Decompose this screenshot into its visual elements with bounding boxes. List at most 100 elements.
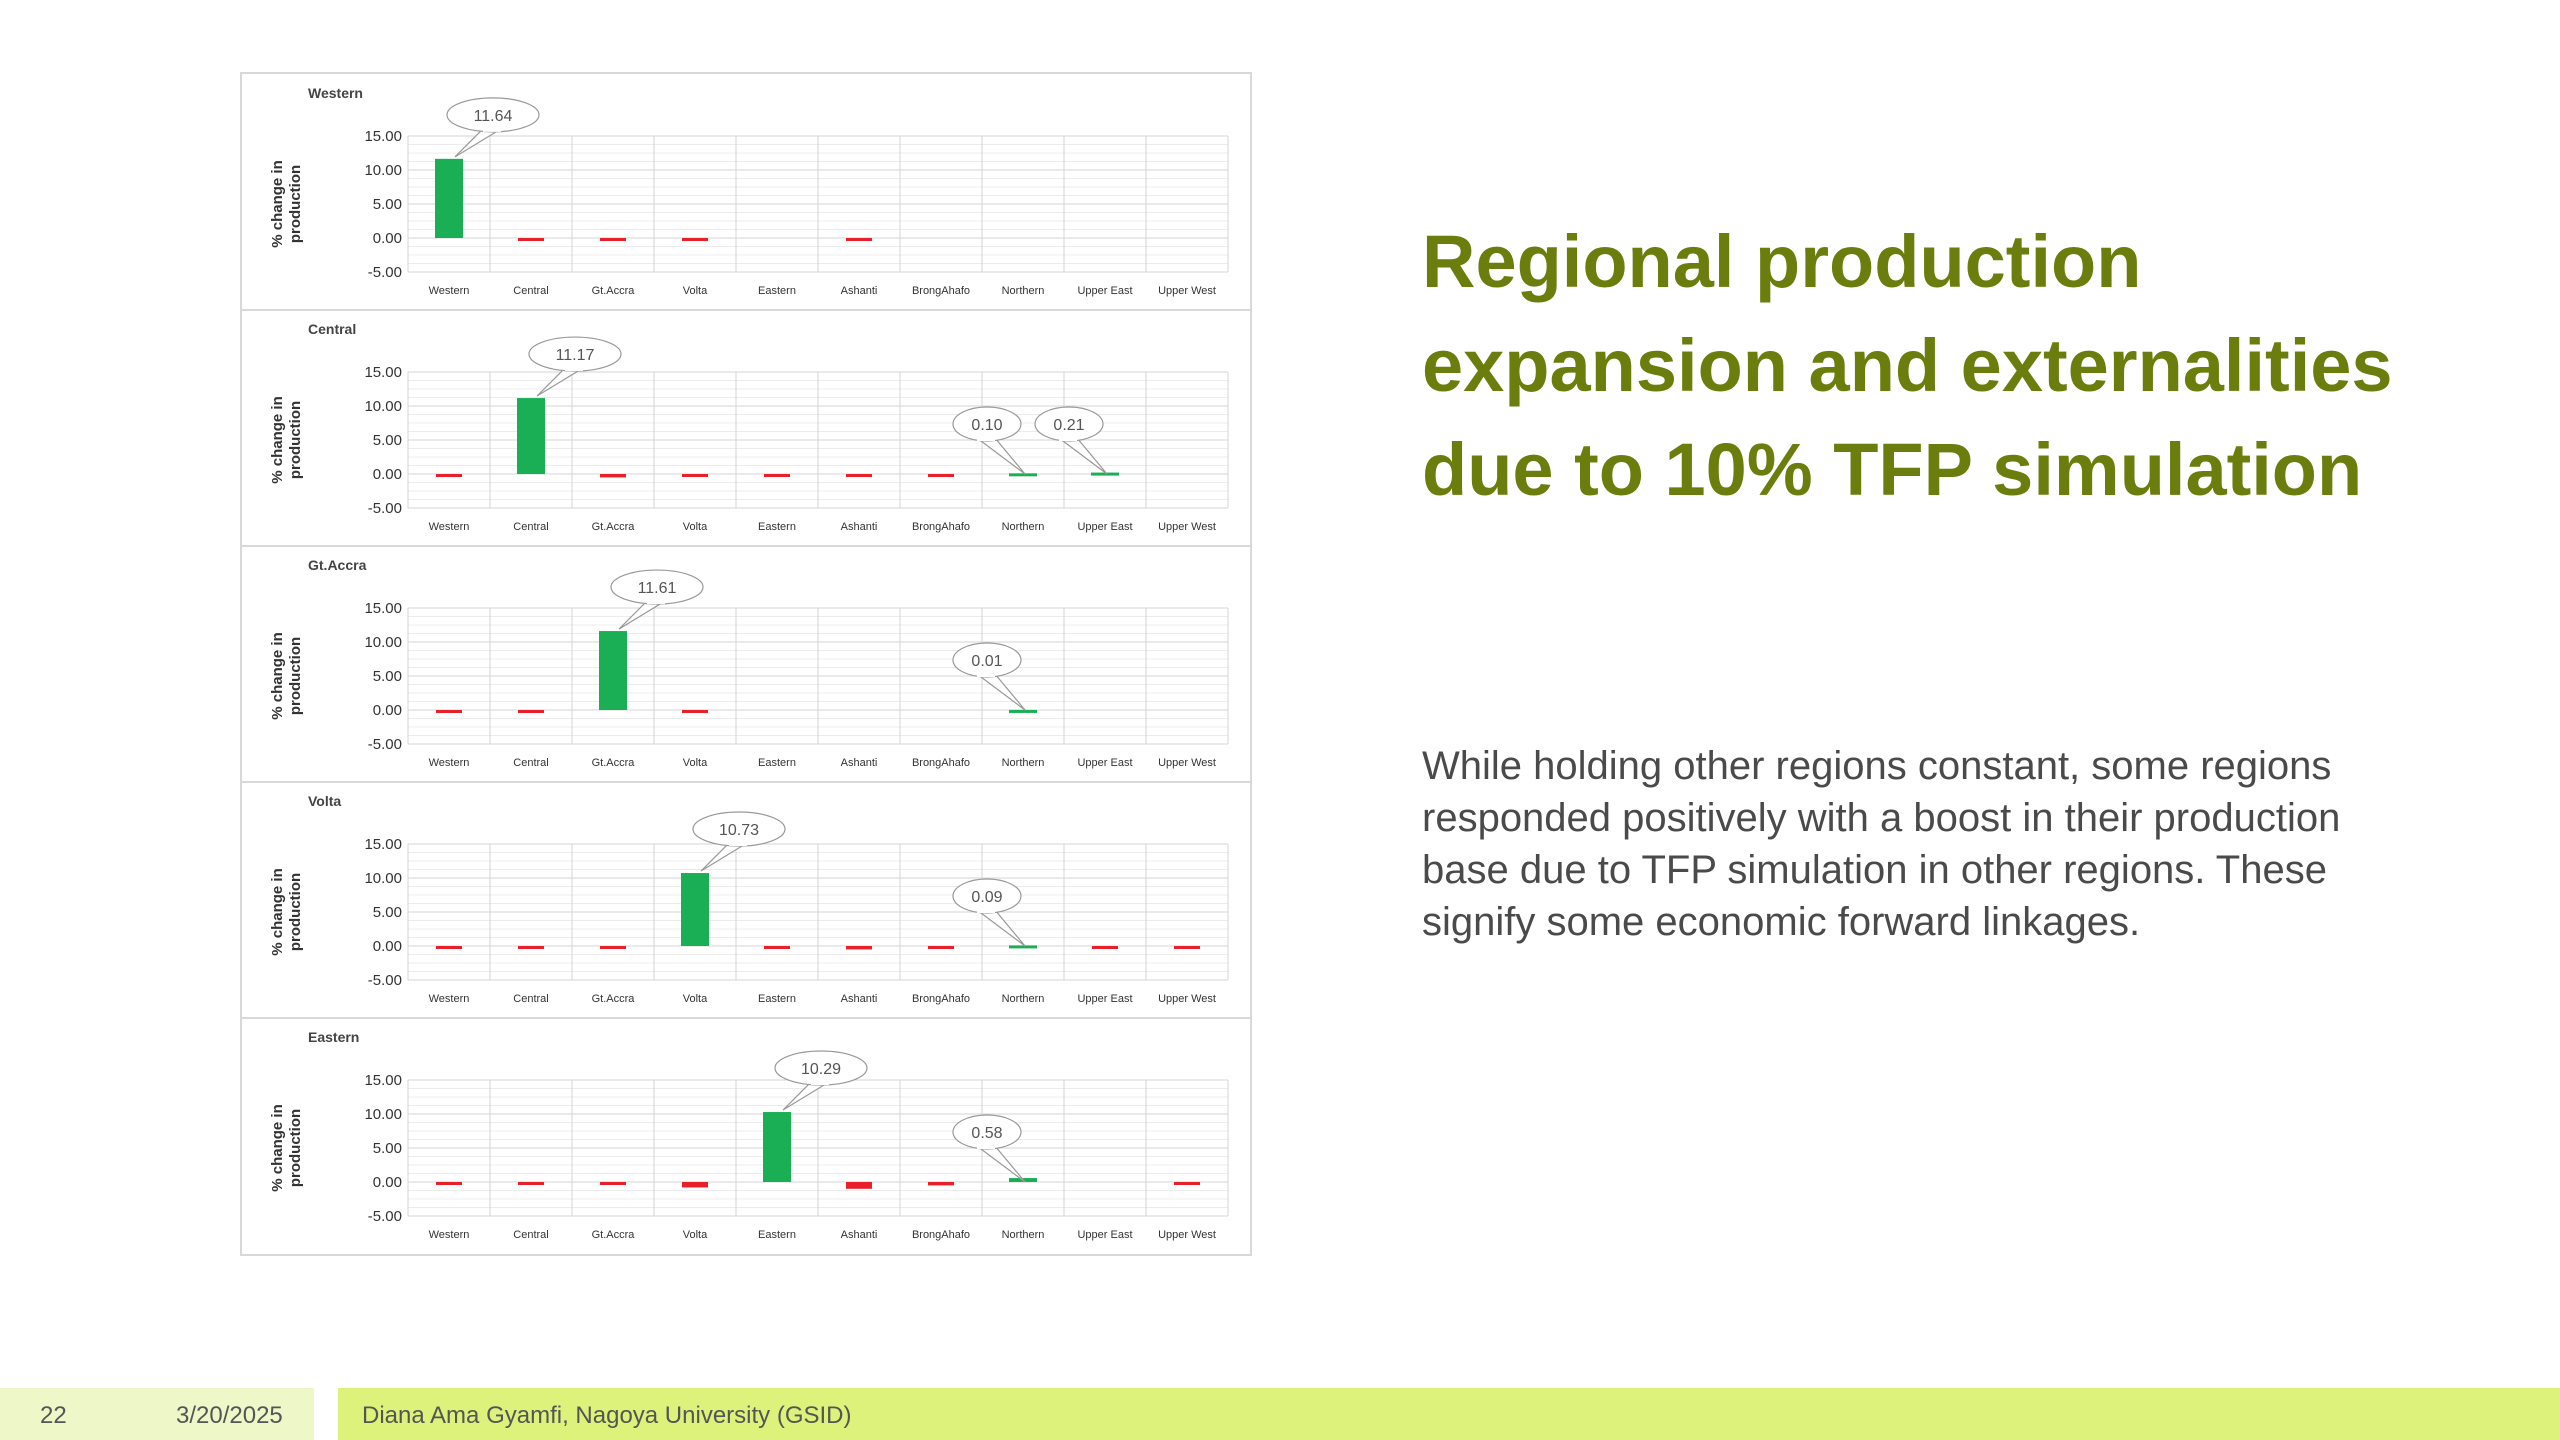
y-tick-label: 5.00 xyxy=(373,1140,402,1157)
bar-upper-east xyxy=(1092,946,1118,949)
x-tick-label: Gt.Accra xyxy=(592,993,636,1005)
y-tick-label: 0.00 xyxy=(373,230,402,247)
x-tick-label: Upper East xyxy=(1077,757,1132,769)
panel-title: Eastern xyxy=(308,1029,359,1045)
chart-panel-3: Volta 15.00 10.00 5.00 0.00 -5.00 % change inp… xyxy=(242,781,1250,1005)
data-label: 11.17 xyxy=(556,347,595,364)
bar-central xyxy=(518,238,544,241)
bar-volta xyxy=(681,873,709,946)
data-label: 11.64 xyxy=(474,108,513,125)
x-tick-label: Upper East xyxy=(1077,1229,1132,1241)
bar-gt-accra xyxy=(600,946,626,949)
bar-ashanti xyxy=(846,238,872,241)
x-tick-label: Volta xyxy=(683,285,708,297)
bar-central xyxy=(518,946,544,949)
x-tick-label: BrongAhafo xyxy=(912,285,970,297)
y-tick-label: 5.00 xyxy=(373,432,402,449)
y-tick-label: 15.00 xyxy=(364,364,402,381)
y-axis-label: % change inproduction xyxy=(269,160,304,248)
y-tick-label: -5.00 xyxy=(368,736,402,753)
y-tick-label: 0.00 xyxy=(373,466,402,483)
bar-volta xyxy=(682,1182,708,1188)
y-tick-label: 0.00 xyxy=(373,938,402,955)
callout-pointer xyxy=(1057,437,1108,475)
bar-central xyxy=(518,1182,544,1185)
y-tick-label: 5.00 xyxy=(373,904,402,921)
bar-upper-east xyxy=(1091,472,1119,476)
x-tick-label: Western xyxy=(429,285,470,297)
x-tick-label: Volta xyxy=(683,993,708,1005)
bar-upper-west xyxy=(1174,1182,1200,1185)
bar-gt-accra xyxy=(600,474,626,478)
x-tick-label: Eastern xyxy=(758,757,796,769)
slide-body-text: While holding other regions constant, so… xyxy=(1422,744,2341,944)
x-tick-label: Ashanti xyxy=(841,757,878,769)
data-label: 10.29 xyxy=(801,1061,841,1078)
y-tick-label: 10.00 xyxy=(364,1106,402,1123)
bar-upper-west xyxy=(1174,946,1200,949)
bar-western xyxy=(435,158,463,238)
callout-pointer xyxy=(700,842,750,872)
callout-joint xyxy=(977,436,995,441)
x-tick-label: Upper West xyxy=(1158,285,1216,297)
callout-pointer xyxy=(975,437,1026,475)
y-tick-label: 15.00 xyxy=(364,1072,402,1089)
y-tick-label: -5.00 xyxy=(368,972,402,989)
x-tick-label: Gt.Accra xyxy=(592,1229,636,1241)
x-tick-label: Ashanti xyxy=(841,1229,878,1241)
x-tick-label: Gt.Accra xyxy=(592,521,636,533)
y-tick-label: 0.00 xyxy=(373,1174,402,1191)
bar-gt-accra xyxy=(600,1182,626,1185)
x-tick-label: Upper West xyxy=(1158,993,1216,1005)
x-tick-label: Central xyxy=(513,521,548,533)
x-tick-label: Northern xyxy=(1002,1229,1045,1241)
y-tick-label: 10.00 xyxy=(364,162,402,179)
bar-eastern xyxy=(764,474,790,477)
x-tick-label: Eastern xyxy=(758,285,796,297)
x-tick-label: Gt.Accra xyxy=(592,757,636,769)
bar-northern xyxy=(1009,473,1037,477)
panel-title: Gt.Accra xyxy=(308,557,367,573)
callout-bubble xyxy=(692,811,786,847)
panel-title: Volta xyxy=(308,793,341,809)
bar-western xyxy=(436,946,462,949)
bar-eastern xyxy=(764,946,790,949)
data-label: 0.10 xyxy=(971,417,1002,434)
footer-author: Diana Ama Gyamfi, Nagoya University (GSI… xyxy=(362,1402,852,1429)
y-tick-label: 0.00 xyxy=(373,702,402,719)
data-label: 11.61 xyxy=(638,580,677,597)
footer-date: 3/20/2025 xyxy=(176,1402,283,1429)
x-tick-label: BrongAhafo xyxy=(912,993,970,1005)
x-tick-label: Northern xyxy=(1002,521,1045,533)
callout-joint xyxy=(729,841,747,847)
callout-joint xyxy=(1059,436,1077,441)
y-axis-label: % change inproduction xyxy=(269,868,304,956)
x-tick-label: Ashanti xyxy=(841,521,878,533)
callout-bubble xyxy=(610,569,704,605)
callout-joint xyxy=(977,672,995,677)
footer-left-band xyxy=(0,1388,314,1440)
bar-volta xyxy=(682,238,708,241)
x-tick-label: Western xyxy=(429,757,470,769)
callout-joint xyxy=(977,908,995,913)
bar-gt-accra xyxy=(599,631,627,710)
bar-central xyxy=(517,398,545,474)
y-tick-label: 10.00 xyxy=(364,870,402,887)
x-tick-label: Upper East xyxy=(1077,285,1132,297)
footer-right-band xyxy=(338,1388,2560,1440)
chart-figure: Western 15.00 10.00 5.00 0.00 -5.00 % change i… xyxy=(240,72,1252,1256)
y-tick-label: -5.00 xyxy=(368,264,402,281)
data-label: 10.73 xyxy=(719,822,759,839)
y-tick-label: 5.00 xyxy=(373,196,402,213)
y-axis-label: % change inproduction xyxy=(269,632,304,720)
data-label: 0.01 xyxy=(971,653,1002,670)
x-tick-label: Upper West xyxy=(1158,1229,1216,1241)
x-tick-label: Western xyxy=(429,521,470,533)
chart-svg: Western 15.00 10.00 5.00 0.00 -5.00 % change i… xyxy=(242,85,1250,1241)
x-tick-label: Gt.Accra xyxy=(592,285,636,297)
x-tick-label: Eastern xyxy=(758,1229,796,1241)
data-label: 0.09 xyxy=(971,889,1002,906)
bar-brongahafo xyxy=(928,946,954,949)
x-tick-label: Volta xyxy=(683,1229,708,1241)
bar-central xyxy=(518,710,544,713)
